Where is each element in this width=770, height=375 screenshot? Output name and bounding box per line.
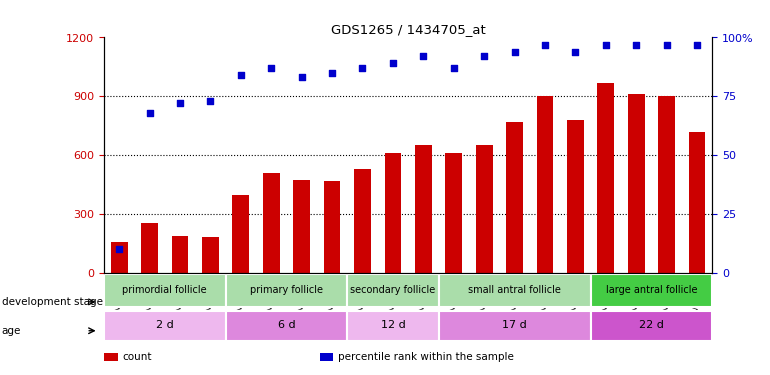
Bar	[226, 274, 347, 308]
Point	[326, 70, 338, 76]
Title: GDS1265 / 1434705_at: GDS1265 / 1434705_at	[331, 23, 485, 36]
Text: 22 d: 22 d	[639, 321, 664, 330]
Bar	[591, 274, 712, 308]
Point	[265, 65, 277, 71]
Bar	[598, 82, 614, 273]
Bar	[104, 311, 226, 341]
Point	[143, 110, 156, 116]
Point	[539, 42, 551, 48]
Text: 2 d: 2 d	[156, 321, 174, 330]
Text: count: count	[122, 352, 152, 362]
Bar	[263, 172, 280, 273]
Point	[235, 72, 247, 78]
Bar	[506, 122, 523, 273]
Text: secondary follicle: secondary follicle	[350, 285, 436, 295]
Bar	[439, 274, 591, 308]
Text: percentile rank within the sample: percentile rank within the sample	[338, 352, 514, 362]
Point	[296, 75, 308, 81]
Bar	[233, 195, 249, 273]
Point	[357, 65, 369, 71]
Bar	[172, 236, 189, 273]
Bar	[111, 242, 128, 273]
Bar	[104, 274, 226, 308]
Bar	[415, 145, 432, 273]
Point	[447, 65, 460, 71]
Bar	[439, 311, 591, 341]
Text: 6 d: 6 d	[278, 321, 295, 330]
Point	[691, 42, 703, 48]
Bar	[688, 132, 705, 273]
Point	[600, 42, 612, 48]
Bar	[658, 96, 675, 273]
Point	[661, 42, 673, 48]
Text: development stage: development stage	[2, 297, 102, 307]
Text: primary follicle: primary follicle	[250, 285, 323, 295]
Point	[630, 42, 642, 48]
Point	[204, 98, 216, 104]
Bar	[347, 311, 439, 341]
Bar	[591, 311, 712, 341]
Bar	[628, 94, 644, 273]
Text: primordial follicle: primordial follicle	[122, 285, 207, 295]
Bar	[476, 145, 493, 273]
Bar	[347, 274, 439, 308]
Point	[569, 49, 581, 55]
Bar	[567, 120, 584, 273]
Bar	[354, 169, 371, 273]
Bar	[537, 96, 554, 273]
Text: 17 d: 17 d	[502, 321, 527, 330]
Point	[387, 60, 399, 66]
Point	[113, 246, 126, 252]
Bar	[293, 180, 310, 273]
Bar	[202, 237, 219, 273]
Text: large antral follicle: large antral follicle	[606, 285, 697, 295]
Bar	[384, 153, 401, 273]
Bar	[323, 180, 340, 273]
Point	[417, 53, 430, 59]
Text: age: age	[2, 326, 21, 336]
Point	[508, 49, 521, 55]
Bar	[445, 153, 462, 273]
Text: small antral follicle: small antral follicle	[468, 285, 561, 295]
Bar	[141, 223, 158, 273]
Point	[478, 53, 490, 59]
Bar	[226, 311, 347, 341]
Point	[174, 100, 186, 106]
Text: 12 d: 12 d	[380, 321, 405, 330]
